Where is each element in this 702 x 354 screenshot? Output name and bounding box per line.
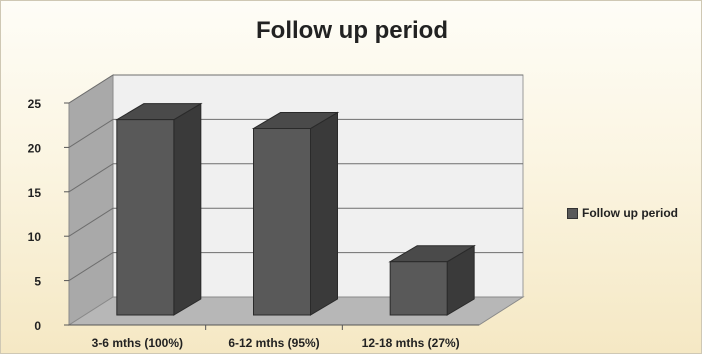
gridline-side	[68, 74, 114, 104]
legend-swatch	[567, 207, 578, 219]
bar	[253, 128, 311, 316]
gridline-side	[68, 163, 114, 193]
y-tick-label: 10	[28, 230, 42, 244]
y-tick-label: 0	[34, 319, 41, 333]
y-tick-label: 20	[28, 141, 42, 155]
y-tick-label: 5	[34, 275, 41, 289]
bar-side	[310, 111, 338, 316]
x-tick-label: 12-18 mths (27%)	[362, 336, 460, 350]
x-tick-label: 3-6 mths (100%)	[92, 336, 183, 350]
gridline-side	[68, 252, 114, 282]
chart-title: Follow up period	[256, 17, 448, 44]
side-wall	[68, 74, 114, 326]
gridline-side	[68, 207, 114, 237]
legend-label: Follow up period	[582, 206, 678, 220]
bar-side	[173, 102, 202, 316]
bar	[389, 261, 448, 316]
bar	[116, 119, 175, 316]
y-tick-label: 25	[28, 97, 42, 111]
gridline-side	[68, 118, 114, 148]
y-tick-label: 15	[28, 186, 42, 200]
legend: Follow up period	[567, 206, 678, 220]
x-tick-label: 6-12 mths (95%)	[228, 336, 319, 350]
